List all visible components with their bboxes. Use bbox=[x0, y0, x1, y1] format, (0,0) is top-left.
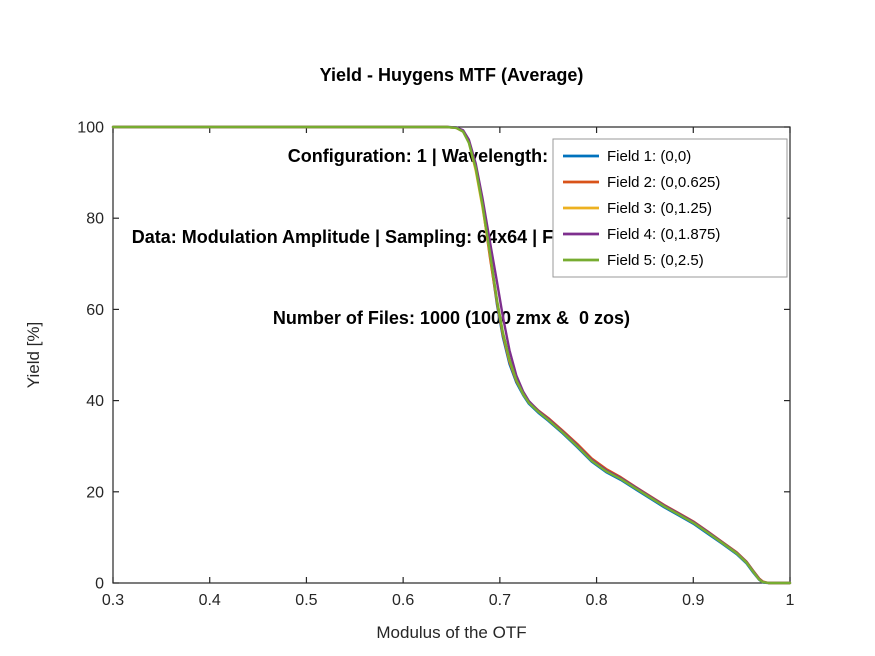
y-tick-label: 100 bbox=[77, 120, 104, 137]
x-axis-label: Modulus of the OTF bbox=[376, 623, 527, 642]
x-tick-label: 1 bbox=[786, 592, 795, 609]
x-tick-label: 0.3 bbox=[102, 592, 124, 609]
y-tick-label: 0 bbox=[95, 576, 104, 593]
x-tick-label: 0.4 bbox=[199, 592, 221, 609]
chart-title-line-1: Yield - Huygens MTF (Average) bbox=[319, 65, 584, 85]
x-tick-label: 0.6 bbox=[392, 592, 414, 609]
x-tick-label: 0.9 bbox=[682, 592, 704, 609]
legend-label: Field 3: (0,1.25) bbox=[607, 200, 712, 217]
y-tick-label: 60 bbox=[86, 302, 104, 319]
legend-label: Field 2: (0,0.625) bbox=[607, 174, 720, 191]
series-line bbox=[111, 125, 792, 585]
legend-label: Field 4: (0,1.875) bbox=[607, 226, 720, 243]
y-tick-label: 20 bbox=[86, 484, 104, 501]
y-axis-label: Yield [%] bbox=[24, 321, 43, 389]
x-tick-label: 0.5 bbox=[295, 592, 317, 609]
legend-label: Field 1: (0,0) bbox=[607, 148, 691, 165]
chart-title-line-4: Number of Files: 1000 (1000 zmx & 0 zos) bbox=[272, 308, 631, 328]
x-tick-label: 0.8 bbox=[585, 592, 607, 609]
y-tick-label: 40 bbox=[86, 393, 104, 410]
y-tick-label: 80 bbox=[86, 211, 104, 228]
x-tick-label: 0.7 bbox=[489, 592, 511, 609]
legend-label: Field 5: (0,2.5) bbox=[607, 252, 704, 269]
